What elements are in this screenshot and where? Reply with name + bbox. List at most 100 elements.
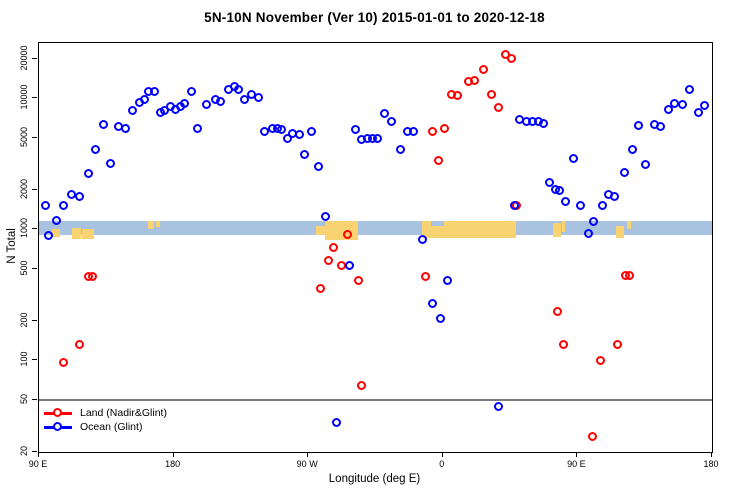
ocean-data-point xyxy=(539,118,549,128)
ocean-data-point xyxy=(299,149,309,159)
ocean-data-point xyxy=(584,229,594,239)
y-axis-tick xyxy=(32,451,37,452)
ocean-data-point xyxy=(306,127,316,137)
land-patch xyxy=(82,229,95,240)
land-patch xyxy=(553,222,561,237)
ocean-data-point xyxy=(685,85,695,95)
x-axis-tick xyxy=(576,452,578,457)
ocean-data-point xyxy=(427,298,437,308)
ocean-data-point xyxy=(634,120,644,130)
ocean-data-point xyxy=(700,101,710,111)
ocean-data-point xyxy=(350,124,360,134)
y-axis-tick xyxy=(32,267,37,269)
ocean-data-point xyxy=(74,192,84,202)
ocean-data-point xyxy=(52,216,62,226)
y-axis-tick-label: 20 xyxy=(19,445,29,457)
ocean-data-point xyxy=(234,84,244,94)
land-patch xyxy=(71,228,81,239)
ocean-data-point xyxy=(127,105,137,115)
y-axis-tick-label: 1000 xyxy=(19,218,29,239)
ocean-data-point xyxy=(693,108,703,118)
x-axis-tick xyxy=(711,452,712,457)
ocean-data-point xyxy=(372,133,382,143)
x-axis-title: Longitude (deg E) xyxy=(328,473,421,485)
ocean-data-point xyxy=(656,122,666,132)
ocean-data-point xyxy=(641,159,651,169)
land-data-point xyxy=(440,124,450,134)
x-axis-tick-label: 90 E xyxy=(567,459,586,469)
legend-item-ocean: Ocean (Glint) xyxy=(44,420,167,434)
ocean-data-point xyxy=(435,314,445,324)
y-axis-tick xyxy=(32,189,37,190)
land-data-point xyxy=(353,276,363,286)
ocean-data-point xyxy=(99,120,109,130)
land-patch xyxy=(421,220,517,239)
ocean-data-point xyxy=(555,185,565,195)
land-data-point xyxy=(470,76,479,86)
land-data-point xyxy=(595,356,605,366)
ocean-data-point xyxy=(43,230,53,240)
plot-area xyxy=(38,42,713,453)
ocean-series-marker-icon xyxy=(44,420,72,434)
ocean-data-point xyxy=(91,145,101,155)
y-axis-tick-label: 200 xyxy=(19,312,29,328)
ocean-data-point xyxy=(627,144,637,154)
ocean-data-point xyxy=(139,95,149,105)
land-data-point xyxy=(427,127,437,137)
y-axis-tick xyxy=(32,359,37,361)
ocean-data-point xyxy=(664,104,674,114)
ocean-data-point xyxy=(395,144,405,154)
ocean-data-point xyxy=(314,162,324,172)
ocean-data-point xyxy=(494,402,504,412)
x-axis-tick xyxy=(38,452,39,457)
chart-title: 5N-10N November (Ver 10) 2015-01-01 to 2… xyxy=(204,10,545,25)
ocean-data-point xyxy=(283,134,293,144)
ocean-data-point xyxy=(331,418,341,428)
ocean-data-point xyxy=(589,216,599,226)
ocean-data-point xyxy=(678,99,688,109)
y-axis-tick-label: 100 xyxy=(19,351,29,367)
ocean-data-point xyxy=(442,276,452,286)
y-axis-tick-label: 10000 xyxy=(19,84,29,110)
land-patch xyxy=(148,220,155,230)
ocean-data-point xyxy=(379,109,389,119)
ocean-data-point xyxy=(201,99,211,109)
land-data-point xyxy=(486,89,496,99)
ocean-data-point xyxy=(40,200,50,210)
land-data-point xyxy=(74,339,84,349)
x-axis-tick xyxy=(307,452,309,457)
ocean-data-point xyxy=(276,124,286,134)
ocean-data-point xyxy=(408,127,418,137)
land-patch xyxy=(324,220,358,241)
ocean-data-point xyxy=(254,93,264,103)
land-series-marker-icon xyxy=(44,406,72,420)
ocean-data-point xyxy=(610,192,620,202)
land-data-point xyxy=(420,272,430,282)
y-axis-tick xyxy=(32,398,37,400)
ocean-data-point xyxy=(417,234,427,244)
y-axis-tick xyxy=(32,58,37,59)
ocean-data-point xyxy=(344,260,354,270)
legend-label-ocean: Ocean (Glint) xyxy=(80,421,143,433)
y-axis-tick xyxy=(32,97,37,99)
land-patch xyxy=(562,220,566,233)
ocean-data-point xyxy=(576,200,586,210)
ocean-data-point xyxy=(59,200,69,210)
y-axis-tick-label: 20000 xyxy=(19,45,29,71)
land-data-point xyxy=(552,307,562,317)
land-data-point xyxy=(356,380,366,390)
x-axis-tick xyxy=(441,452,443,457)
y-axis-title: N Total xyxy=(6,228,18,264)
x-axis-tick-label: 90 E xyxy=(28,459,48,469)
ocean-data-point xyxy=(84,168,94,178)
land-data-point xyxy=(342,230,352,240)
y-axis-tick-label: 500 xyxy=(19,260,29,276)
y-axis-tick-label: 5000 xyxy=(19,126,29,147)
x-axis-tick-label: 180 xyxy=(165,459,181,469)
x-axis-tick xyxy=(172,452,174,457)
ocean-data-point xyxy=(386,117,396,127)
ocean-data-point xyxy=(159,106,169,116)
legend-label-land: Land (Nadir&Glint) xyxy=(80,407,167,419)
ocean-data-point xyxy=(294,130,304,140)
ocean-data-point xyxy=(597,200,607,210)
